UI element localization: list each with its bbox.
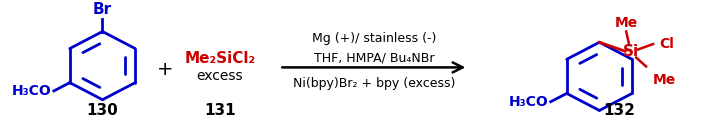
Text: Me₂SiCl₂: Me₂SiCl₂: [184, 51, 255, 66]
Text: 131: 131: [204, 103, 236, 118]
Text: Me: Me: [653, 73, 676, 87]
Text: Br: Br: [93, 2, 112, 17]
Text: +: +: [157, 60, 173, 79]
Text: H₃CO: H₃CO: [509, 95, 549, 109]
Text: THF, HMPA/ Bu₄NBr: THF, HMPA/ Bu₄NBr: [313, 52, 434, 65]
Text: Ni(bpy)Br₂ + bpy (excess): Ni(bpy)Br₂ + bpy (excess): [292, 77, 455, 90]
Text: Me: Me: [614, 16, 638, 30]
Text: Si: Si: [623, 44, 639, 59]
Text: Mg (+)/ stainless (-): Mg (+)/ stainless (-): [312, 32, 436, 45]
Text: 130: 130: [87, 103, 119, 118]
Text: H₃CO: H₃CO: [12, 84, 52, 98]
Text: 132: 132: [603, 103, 635, 118]
Text: excess: excess: [196, 69, 243, 83]
Text: Cl: Cl: [659, 37, 674, 51]
